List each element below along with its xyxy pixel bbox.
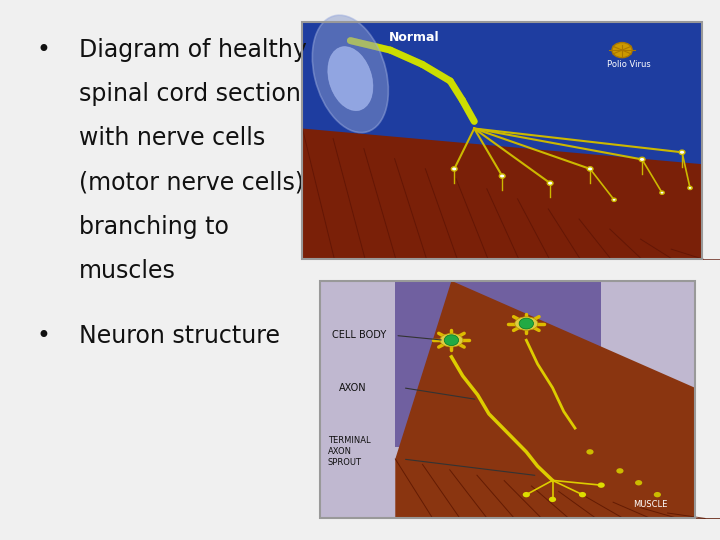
Text: branching to: branching to [79,215,229,239]
Ellipse shape [312,15,388,132]
Polygon shape [395,281,695,518]
Ellipse shape [515,317,538,330]
Text: (motor nerve cells): (motor nerve cells) [79,171,305,194]
Circle shape [523,492,530,497]
Circle shape [616,468,624,474]
Text: Polio Virus: Polio Virus [608,60,651,69]
Circle shape [635,480,642,485]
Circle shape [586,449,593,455]
FancyBboxPatch shape [302,22,702,169]
Circle shape [612,43,632,58]
Text: with nerve cells: with nerve cells [79,126,266,150]
Text: Diagram of healthy: Diagram of healthy [79,38,307,62]
Circle shape [547,181,553,185]
Circle shape [654,492,661,497]
Text: AXON: AXON [339,383,366,393]
Text: spinal cord section: spinal cord section [79,82,301,106]
Ellipse shape [328,46,373,111]
Text: •: • [36,324,50,348]
Text: muscles: muscles [79,259,176,283]
Ellipse shape [440,333,463,347]
Circle shape [688,186,692,190]
Text: Normal: Normal [389,31,440,44]
Text: MUSCLE: MUSCLE [633,500,667,509]
Circle shape [500,174,505,178]
Circle shape [598,482,605,488]
Text: •: • [36,38,50,62]
Polygon shape [302,129,702,259]
Circle shape [588,167,593,171]
Circle shape [451,167,457,171]
Text: CELL BODY: CELL BODY [332,330,386,340]
Text: TERMINAL
AXON
SPROUT: TERMINAL AXON SPROUT [328,436,371,468]
Circle shape [679,150,685,154]
FancyBboxPatch shape [302,169,702,259]
Circle shape [660,191,664,194]
Circle shape [639,157,645,161]
Circle shape [549,497,556,502]
Circle shape [519,318,534,329]
Circle shape [444,335,459,346]
FancyBboxPatch shape [395,281,601,447]
Circle shape [612,198,616,201]
Circle shape [579,492,586,497]
FancyBboxPatch shape [320,281,695,518]
Text: Neuron structure: Neuron structure [79,324,280,348]
